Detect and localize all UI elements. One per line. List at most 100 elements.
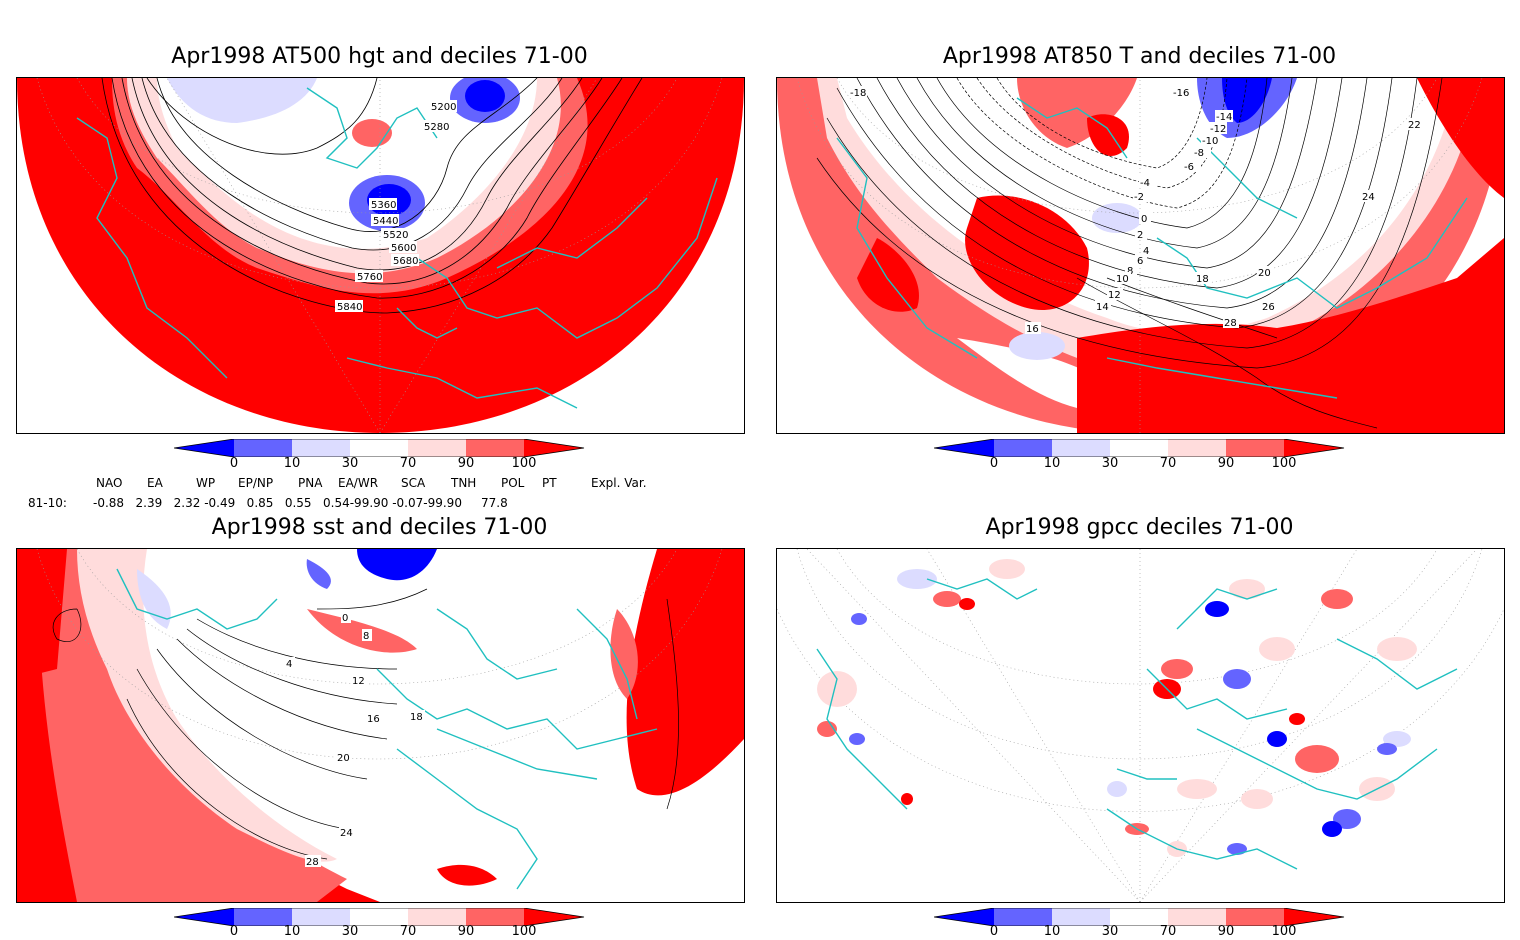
cbar-tick: 0	[229, 456, 239, 471]
map-gpcc	[776, 548, 1505, 903]
cbar-tick: 30	[1101, 924, 1119, 939]
index-header: NAO	[96, 476, 123, 490]
map-t850-graphic: -18 -16 -14 -12 -10 -8 -6 -4 -2 0 2 4 6 …	[777, 78, 1504, 433]
colorbar-top-right	[933, 438, 1346, 458]
t850-label: 4	[1143, 246, 1149, 257]
colorbar-top-left	[173, 438, 586, 458]
colorbar-labels-top-left: 0 10 30 70 90 100	[174, 456, 586, 472]
sst-label: 0	[342, 613, 348, 624]
z500-label-5840: 5840	[337, 302, 362, 313]
cbar-tick: 70	[399, 456, 417, 471]
sst-label: 28	[306, 857, 319, 868]
cbar-tick: 0	[229, 924, 239, 939]
t850-label: -14	[1216, 112, 1232, 123]
index-header: PNA	[298, 476, 323, 490]
colorbar-bottom-left	[173, 907, 586, 927]
t850-label: -6	[1184, 162, 1194, 173]
sst-label: 12	[352, 676, 365, 687]
t850-label: -12	[1210, 124, 1226, 135]
title-top-left: Apr1998 AT500 hgt and deciles 71-00	[171, 44, 588, 69]
sst-label: 20	[337, 753, 350, 764]
cbar-tick: 30	[1101, 456, 1119, 471]
index-header: TNH	[451, 476, 477, 490]
t850-label: 26	[1262, 302, 1275, 313]
title-top-right: Apr1998 AT850 T and deciles 71-00	[942, 44, 1337, 69]
index-header: Expl. Var.	[591, 476, 647, 490]
z500-label-5600: 5600	[391, 243, 416, 254]
cbar-tick: 100	[1271, 456, 1297, 471]
index-header: SCA	[401, 476, 426, 490]
sst-label: 16	[367, 714, 380, 725]
cbar-tick: 30	[341, 924, 359, 939]
t850-label: 6	[1137, 256, 1143, 267]
t850-label: 20	[1258, 268, 1271, 279]
z500-label-5200: 5200	[431, 102, 456, 113]
cbar-tick: 70	[1159, 456, 1177, 471]
t850-label: -10	[1202, 136, 1218, 147]
t850-label: 10	[1116, 274, 1129, 285]
index-header: EP/NP	[238, 476, 274, 490]
z500-label-5360: 5360	[371, 200, 396, 211]
colorbar-bottom-right	[933, 907, 1346, 927]
cbar-tick: 0	[989, 456, 999, 471]
t850-label: 0	[1141, 214, 1147, 225]
map-t850: -18 -16 -14 -12 -10 -8 -6 -4 -2 0 2 4 6 …	[776, 77, 1505, 434]
t850-label: 8	[1127, 266, 1133, 277]
cbar-tick: 10	[1043, 456, 1061, 471]
t850-label: -8	[1194, 148, 1204, 159]
map-z500: 5200 5280 5360 5440 5520 5600 5680 5760 …	[16, 77, 745, 434]
cbar-tick: 70	[399, 924, 417, 939]
t850-label: 14	[1096, 302, 1109, 313]
t850-label: 24	[1362, 192, 1375, 203]
cbar-tick: 10	[283, 456, 301, 471]
cbar-tick: 10	[1043, 924, 1061, 939]
z500-label-5440: 5440	[373, 216, 398, 227]
t850-label: 16	[1026, 324, 1039, 335]
index-header: EA	[147, 476, 163, 490]
cbar-tick: 100	[511, 456, 537, 471]
cbar-tick: 90	[457, 924, 475, 939]
cbar-tick: 0	[989, 924, 999, 939]
cbar-tick: 100	[511, 924, 537, 939]
sst-label: 4	[286, 659, 292, 670]
t850-label: -2	[1134, 192, 1144, 203]
z500-label-5680: 5680	[393, 256, 418, 267]
sst-label: 18	[410, 712, 423, 723]
title-bottom-left: Apr1998 sst and deciles 71-00	[211, 515, 548, 540]
t850-label: -16	[1173, 88, 1189, 99]
t850-label: 12	[1108, 290, 1121, 301]
map-sst: 0 4 8 12 16 18 20 24 28	[16, 548, 745, 903]
t850-label: -18	[850, 88, 866, 99]
index-header: WP	[196, 476, 216, 490]
index-row-label: 81-10:	[28, 496, 67, 510]
colorbar-labels-bottom-left: 0 10 30 70 90 100	[174, 924, 586, 940]
title-bottom-right: Apr1998 gpcc deciles 71-00	[985, 515, 1294, 540]
sst-label: 24	[340, 828, 353, 839]
sst-label: 8	[363, 631, 369, 642]
colorbar-labels-bottom-right: 0 10 30 70 90 100	[934, 924, 1346, 940]
map-sst-graphic: 0 4 8 12 16 18 20 24 28	[17, 549, 744, 902]
index-values: -0.88 2.39 2.32 -0.49 0.85 0.55 0.54-99.…	[93, 496, 508, 510]
t850-label: 22	[1408, 120, 1421, 131]
cbar-tick: 90	[457, 456, 475, 471]
cbar-tick: 10	[283, 924, 301, 939]
z500-label-5760: 5760	[357, 272, 382, 283]
map-gpcc-graphic	[777, 549, 1504, 902]
t850-label: -4	[1140, 178, 1150, 189]
index-header: POL	[501, 476, 525, 490]
colorbar-labels-top-right: 0 10 30 70 90 100	[934, 456, 1346, 472]
teleconnection-indices: NAO EA WP EP/NP PNA EA/WR SCA TNH POL PT…	[0, 474, 760, 514]
z500-label-5280: 5280	[424, 122, 449, 133]
map-z500-graphic: 5200 5280 5360 5440 5520 5600 5680 5760 …	[17, 78, 744, 433]
z500-label-5520: 5520	[383, 230, 408, 241]
t850-label: 28	[1224, 318, 1237, 329]
cbar-tick: 90	[1217, 924, 1235, 939]
t850-label: 18	[1196, 274, 1209, 285]
cbar-tick: 100	[1271, 924, 1297, 939]
cbar-tick: 30	[341, 456, 359, 471]
index-header: PT	[542, 476, 557, 490]
cbar-tick: 90	[1217, 456, 1235, 471]
index-header: EA/WR	[338, 476, 379, 490]
cbar-tick: 70	[1159, 924, 1177, 939]
t850-label: 2	[1137, 230, 1143, 241]
